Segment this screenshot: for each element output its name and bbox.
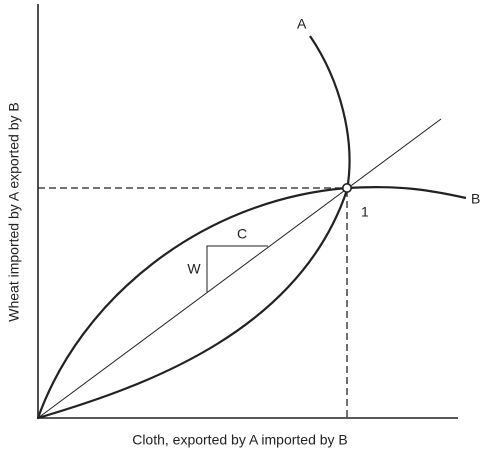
equilibrium-point [341, 183, 352, 194]
offer-curve-a [37, 35, 351, 420]
slope-triangle [206, 245, 268, 292]
offer-curve-b [36, 186, 467, 419]
y-axis-label: Wheat imported by A exported by B [6, 102, 22, 321]
terms-of-trade-line [37, 118, 442, 419]
curve-label: B [471, 191, 480, 207]
curve-label: A [297, 16, 307, 32]
triangle-label: C [237, 226, 247, 242]
triangle-label: W [187, 261, 201, 277]
x-axis-label: Cloth, exported by A imported by B [132, 432, 348, 448]
point-label: 1 [361, 204, 369, 220]
